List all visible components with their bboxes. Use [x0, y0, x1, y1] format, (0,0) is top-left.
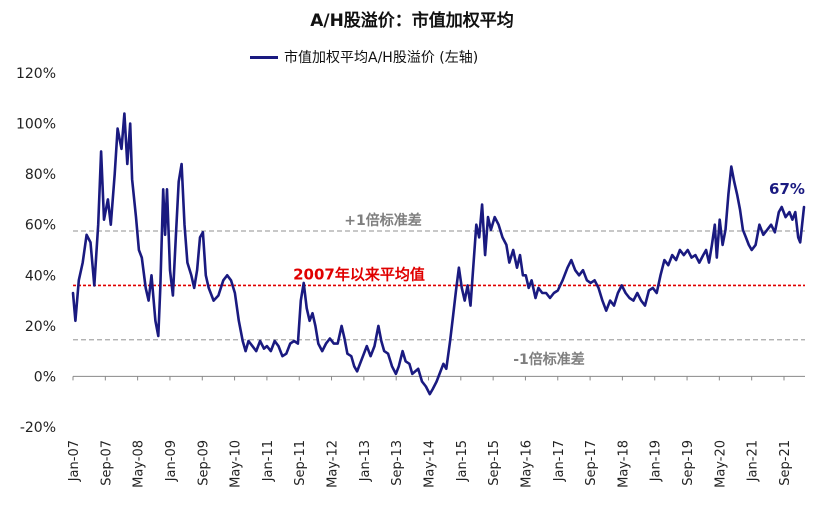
x-tick-label: May-20 — [713, 440, 728, 488]
x-tick-label: May-08 — [132, 440, 147, 488]
x-tick-label: May-14 — [422, 440, 437, 488]
x-tick-label: Sep-21 — [778, 440, 793, 486]
x-tick-label: Jan-11 — [261, 440, 276, 482]
series-line — [71, 112, 806, 396]
x-tick-label: May-16 — [519, 440, 534, 488]
x-tick-label: Sep-19 — [681, 440, 696, 486]
legend-label: 市值加权平均A/H股溢价 (左轴) — [284, 50, 479, 66]
y-tick-label: 120% — [16, 66, 56, 82]
y-tick-label: 60% — [25, 218, 56, 234]
chart-title: A/H股溢价：市值加权平均 — [310, 11, 514, 31]
x-tick-label: May-18 — [616, 440, 631, 488]
x-tick-label: Sep-09 — [196, 440, 211, 486]
x-tick-label: Jan-17 — [552, 440, 567, 482]
end-value-label: 67% — [769, 180, 805, 198]
x-tick-label: Sep-13 — [390, 440, 405, 486]
y-tick-label: -20% — [20, 420, 56, 436]
legend: 市值加权平均A/H股溢价 (左轴) — [250, 46, 670, 68]
x-tick-label: Sep-15 — [487, 440, 502, 486]
y-tick-label: 100% — [16, 117, 56, 133]
legend-swatch — [250, 55, 278, 59]
reference-line-label: -1倍标准差 — [513, 351, 585, 368]
reference-line-label: 2007年以来平均值 — [293, 265, 425, 283]
x-tick-label: May-12 — [326, 440, 341, 488]
x-tick-label: Jan-15 — [455, 440, 470, 482]
y-tick-label: 80% — [25, 167, 56, 183]
x-tick-label: Sep-17 — [584, 440, 599, 486]
x-tick-label: Jan-21 — [746, 440, 761, 482]
y-tick-label: 0% — [34, 369, 56, 385]
y-tick-label: 20% — [25, 319, 56, 335]
x-tick-label: Sep-07 — [99, 440, 114, 486]
y-tick-label: 40% — [25, 268, 56, 284]
x-tick-label: Jan-09 — [164, 440, 179, 482]
x-tick-label: May-10 — [229, 440, 244, 488]
reference-line-label: +1倍标准差 — [344, 212, 421, 229]
x-tick-label: Sep-11 — [293, 440, 308, 486]
x-tick-label: Jan-19 — [649, 440, 664, 482]
x-tick-label: Jan-07 — [67, 440, 82, 482]
x-tick-label: Jan-13 — [358, 440, 373, 482]
